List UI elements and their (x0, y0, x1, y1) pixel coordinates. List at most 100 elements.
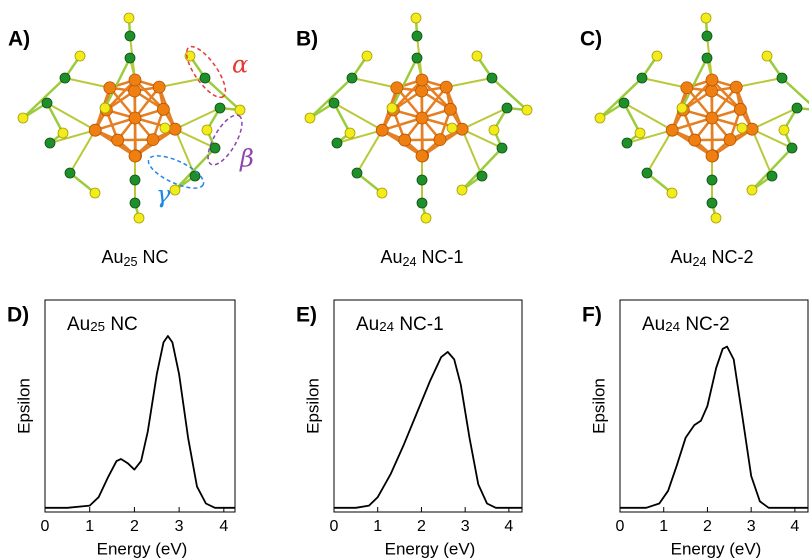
sulfur-atom (702, 53, 712, 63)
caption-rest: NC-2 (707, 247, 754, 267)
gold-atom (681, 82, 693, 94)
sulfur-atom (125, 31, 135, 41)
y-axis-label: Epsilon (14, 378, 33, 434)
sulfur-atom (622, 138, 632, 148)
gold-atom (706, 85, 718, 97)
gold-atom (706, 74, 718, 86)
gold-atom (689, 134, 701, 146)
gold-atom (104, 82, 116, 94)
carbon-atom (457, 185, 467, 195)
sulfur-atom (477, 171, 487, 181)
gold-atom (376, 124, 388, 136)
x-tick-label: 1 (659, 518, 668, 535)
spectrum-panel: F)Au24 NC-201234Energy (eV)Epsilon (582, 300, 808, 558)
x-tick-label: 0 (41, 518, 50, 535)
carbon-atom (90, 188, 100, 198)
carbon-atom (377, 188, 387, 198)
spectrum-line (45, 336, 235, 508)
x-tick-label: 0 (616, 518, 625, 535)
figure: D)Au25 NC01234Energy (eV)EpsilonE)Au24 N… (0, 0, 809, 560)
caption-base: Au (670, 247, 692, 267)
panel-label: B) (296, 28, 318, 51)
sulfur-atom (497, 143, 507, 153)
x-tick-label: 3 (461, 518, 470, 535)
gold-atom (434, 134, 446, 146)
carbon-atom (677, 103, 687, 113)
carbon-atom (779, 125, 789, 135)
gold-atom (734, 103, 746, 115)
caption-rest: NC (105, 314, 138, 335)
x-tick-label: 2 (703, 518, 712, 535)
carbon-atom (75, 51, 85, 61)
carbon-atom (411, 13, 421, 23)
sulfur-atom (777, 73, 787, 83)
x-axis-label: Energy (eV) (385, 539, 476, 558)
gold-atom (129, 85, 141, 97)
annotation: β (239, 145, 254, 173)
caption: Au25 NC (101, 247, 168, 270)
sulfur-atom (125, 53, 135, 63)
gold-atom (147, 134, 159, 146)
bond (462, 148, 502, 190)
caption-base: Au (356, 314, 379, 335)
x-tick-label: 3 (747, 518, 756, 535)
sulfur-atom (417, 175, 427, 185)
annotation: α (232, 51, 248, 79)
carbon-atom (345, 128, 355, 138)
caption-rest: NC (138, 247, 169, 267)
spectrum-line (334, 352, 522, 508)
carbon-atom (489, 125, 499, 135)
carbon-atom (134, 213, 144, 223)
cluster (595, 13, 809, 223)
sulfur-atom (787, 143, 797, 153)
caption-base: Au (380, 247, 402, 267)
x-tick-label: 4 (504, 518, 513, 535)
gold-atom (416, 112, 428, 124)
carbon-atom (595, 113, 605, 123)
carbon-atom (652, 51, 662, 61)
bond (23, 78, 65, 118)
bond (352, 78, 397, 88)
gold-atom (129, 74, 141, 86)
carbon-atom (522, 105, 532, 115)
gold-atom (440, 81, 452, 93)
x-tick-label: 0 (330, 518, 339, 535)
x-tick-label: 3 (175, 518, 184, 535)
spectrum-line (620, 347, 808, 508)
gold-atom (444, 103, 456, 115)
sulfur-atom (45, 138, 55, 148)
gold-atom (746, 123, 758, 135)
bond (600, 78, 642, 118)
carbon-atom (667, 188, 677, 198)
x-tick-label: 2 (417, 518, 426, 535)
carbon-atom (100, 103, 110, 113)
carbon-atom (170, 185, 180, 195)
caption-sub: 24 (403, 255, 417, 269)
bond (159, 78, 205, 87)
sulfur-atom (329, 98, 339, 108)
panel-label: F) (582, 304, 602, 327)
carbon-atom (421, 213, 431, 223)
gold-atom (169, 123, 181, 135)
x-tick-label: 4 (219, 518, 228, 535)
caption-sub: 25 (124, 255, 138, 269)
carbon-atom (305, 113, 315, 123)
gold-atom (157, 103, 169, 115)
panel-label: C) (580, 28, 602, 51)
sulfur-atom (412, 53, 422, 63)
caption: Au24 NC-2 (670, 247, 753, 270)
caption-sub: 25 (90, 319, 105, 334)
caption: Au25 NC (67, 314, 138, 335)
carbon-atom (160, 123, 170, 133)
caption-rest: NC-2 (680, 314, 730, 335)
carbon-atom (58, 128, 68, 138)
gold-atom (706, 150, 718, 162)
sulfur-atom (487, 73, 497, 83)
panel-label: E) (296, 304, 317, 327)
carbon-atom (762, 51, 772, 61)
caption-rest: NC-1 (394, 314, 444, 335)
spectra: D)Au25 NC01234Energy (eV)EpsilonE)Au24 N… (7, 300, 808, 558)
caption-base: Au (101, 247, 123, 267)
